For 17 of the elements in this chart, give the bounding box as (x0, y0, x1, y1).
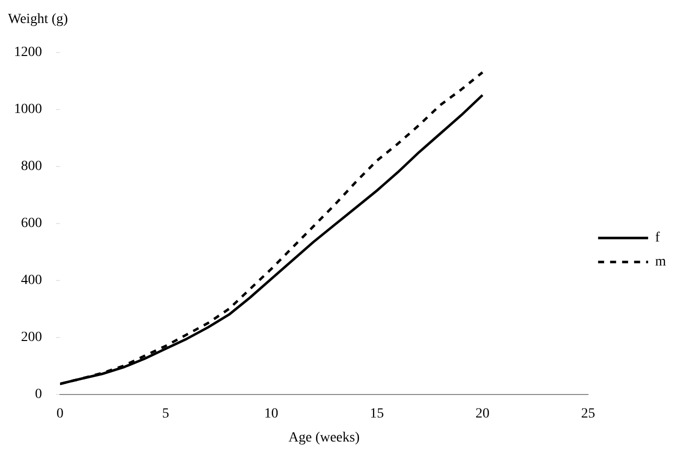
y-tick-label: 200 (21, 330, 42, 346)
y-tick-label: 1200 (14, 45, 42, 60)
y-tick-label: 1000 (14, 102, 42, 118)
y-tick-label: 400 (21, 273, 42, 288)
x-tick-label: 20 (475, 406, 490, 422)
x-tick-label: 0 (56, 406, 64, 422)
x-tick-label: 15 (370, 406, 384, 422)
x-tick-label: 5 (162, 406, 170, 422)
y-tick-label: 0 (35, 387, 42, 402)
y-tick-label: 600 (21, 216, 42, 232)
legend-label: f (655, 230, 660, 246)
y-tick-label: 800 (21, 159, 42, 174)
x-axis-title: Age (weeks) (288, 430, 360, 446)
y-axis-title: Weight (g) (8, 12, 68, 28)
legend-label: m (655, 254, 666, 270)
x-tick-label: 10 (264, 406, 278, 422)
x-tick-label: 25 (581, 406, 596, 422)
